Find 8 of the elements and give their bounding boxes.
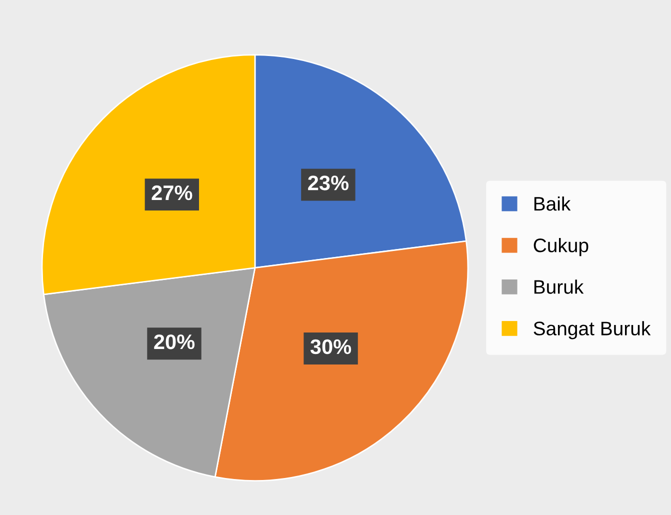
- data-label: 20%: [154, 334, 195, 350]
- legend-label: Buruk: [534, 280, 584, 294]
- legend-label: Cukup: [534, 238, 588, 256]
- data-label: 30%: [310, 339, 352, 354]
- legend-label: Baik: [534, 196, 571, 211]
- legend-label: Sangat Buruk: [534, 321, 651, 340]
- data-label: 23%: [308, 176, 349, 190]
- data-label: 27%: [152, 185, 192, 200]
